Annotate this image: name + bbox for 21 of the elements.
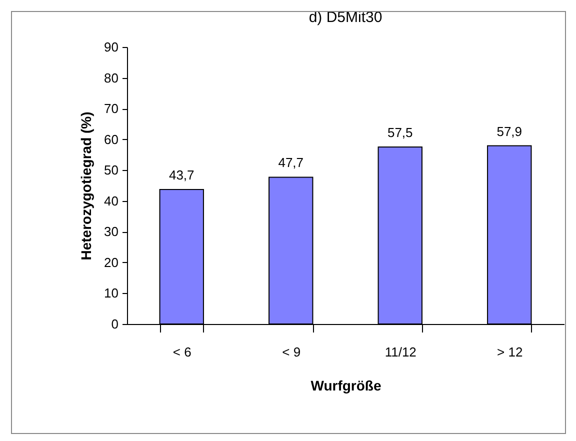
x-tick-label: < 9 bbox=[282, 344, 301, 360]
y-tick-label: 80 bbox=[104, 70, 118, 86]
y-tick-label: 30 bbox=[104, 224, 118, 240]
x-axis-title: Wurfgröße bbox=[310, 378, 382, 394]
y-tick-label: 0 bbox=[111, 316, 118, 332]
y-tick-label: 10 bbox=[104, 286, 118, 301]
chart-title: d) D5Mit30 bbox=[308, 9, 382, 26]
y-tick-label: 70 bbox=[104, 101, 118, 116]
y-tick-label: 60 bbox=[104, 132, 118, 147]
x-tick-label: < 6 bbox=[172, 344, 192, 360]
data-label: 57,9 bbox=[496, 124, 522, 139]
y-tick-label: 90 bbox=[104, 40, 118, 54]
data-label: 57,5 bbox=[387, 125, 413, 140]
y-tick-label: 50 bbox=[104, 162, 118, 178]
x-tick-label: 11/12 bbox=[384, 344, 416, 360]
y-tick-label: 20 bbox=[104, 254, 118, 270]
x-tick-label: > 12 bbox=[497, 344, 523, 360]
y-tick-label: 40 bbox=[104, 193, 118, 208]
data-label: 47,7 bbox=[278, 155, 304, 170]
data-label: 43,7 bbox=[168, 168, 194, 182]
y-axis-title: Heterozygotiegrad (%) bbox=[78, 112, 94, 260]
